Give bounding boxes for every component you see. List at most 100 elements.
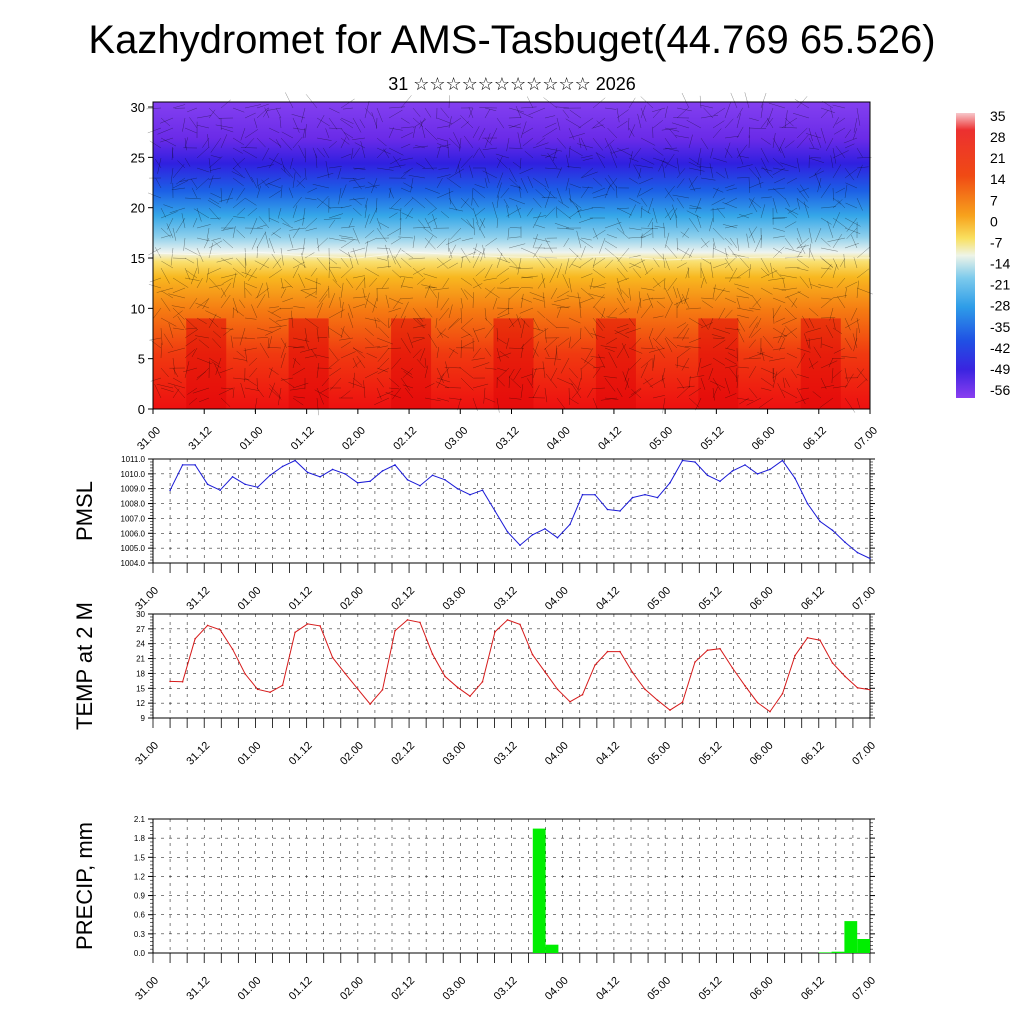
wind-barb [484, 264, 493, 279]
wind-barb [640, 227, 658, 230]
pmsl-point [281, 465, 284, 468]
wind-barb [160, 297, 171, 312]
xtick-label: 31.00 [133, 975, 161, 1003]
wind-barb [652, 207, 658, 224]
xtick-label: 07.00 [850, 585, 878, 613]
wind-barb [708, 367, 714, 380]
wind-barb [460, 297, 464, 309]
xtick-label: 01.12 [287, 975, 315, 1003]
pmsl-point [469, 493, 471, 496]
wind-barb [696, 214, 702, 229]
wind-barb [544, 387, 548, 403]
ytick-label: 1004.0 [121, 559, 146, 568]
wind-barb [393, 255, 402, 269]
wind-barb [460, 340, 462, 359]
wind-barb [545, 373, 558, 389]
wind-barb [509, 227, 522, 229]
wind-barb [232, 272, 237, 289]
wind-barb [212, 338, 222, 349]
wind-barb [399, 207, 402, 221]
wind-barb [232, 107, 245, 113]
xtick-label: 03.00 [440, 975, 468, 1003]
wind-barb [478, 127, 486, 141]
wind-barb [374, 397, 390, 406]
wind-barb [517, 111, 534, 119]
wind-barb [739, 213, 750, 219]
wind-barb [484, 133, 491, 149]
wind-barb [424, 107, 432, 118]
wind-barb [684, 287, 690, 304]
wind-barb [724, 365, 738, 369]
precip-bar [857, 939, 870, 953]
wind-barb [617, 247, 630, 262]
wind-barb [388, 377, 400, 388]
wind-barb [428, 286, 438, 299]
wind-barb [615, 185, 618, 199]
wind-barb [342, 107, 354, 110]
wind-barb [515, 267, 534, 270]
wind-barb [328, 117, 338, 130]
wind-barb [352, 207, 362, 216]
wind-barb [520, 177, 528, 194]
wind-barb [808, 127, 813, 142]
temp-point [831, 662, 834, 664]
wind-barb [438, 307, 450, 321]
wind-barb [772, 137, 782, 154]
wind-barb [556, 117, 561, 131]
wind-barb [592, 367, 601, 379]
xtick-label: 06.12 [799, 975, 827, 1003]
wind-barb [832, 317, 836, 330]
wind-barb [292, 265, 300, 279]
wind-barb [688, 175, 698, 189]
wind-barb [580, 367, 582, 380]
wind-barb [472, 252, 481, 269]
wind-barb [496, 172, 504, 189]
wind-barb [339, 235, 354, 239]
wind-barb [550, 287, 558, 300]
wind-barb [459, 366, 474, 379]
wind-barb [804, 333, 810, 349]
wind-barb [580, 155, 593, 159]
wind-barb [366, 352, 378, 359]
wind-barb [193, 208, 210, 219]
pmsl-point [519, 544, 521, 546]
wind-barb [750, 198, 762, 209]
wind-barb [820, 297, 832, 300]
wind-barb [304, 337, 310, 350]
wind-barb [343, 132, 354, 139]
wind-barb [226, 187, 234, 204]
wind-barb [256, 164, 274, 169]
wind-barb [347, 312, 354, 329]
wind-barb [616, 287, 626, 304]
section-ytick-label: 25 [131, 150, 145, 165]
wind-barb [400, 257, 412, 268]
wind-barb [852, 333, 858, 349]
wind-barb [772, 217, 786, 220]
wind-barb [808, 337, 811, 350]
wind-barb [179, 177, 198, 182]
ytick-label: 1007.0 [121, 514, 146, 523]
wind-barb [280, 137, 293, 151]
pmsl-point [831, 529, 834, 532]
wind-barb [400, 276, 414, 279]
wind-barb [171, 147, 174, 160]
xtick-label: 31.12 [184, 740, 212, 768]
wind-barb [424, 357, 427, 369]
wind-barb [296, 177, 306, 187]
wind-barb [652, 108, 662, 119]
wind-barb [672, 194, 690, 199]
wind-barb [259, 342, 270, 359]
axis-title: PMSL [72, 481, 97, 541]
temp-point [719, 647, 721, 650]
wind-barb [784, 325, 798, 339]
wind-barb [408, 257, 426, 260]
wind-barb [772, 371, 778, 389]
wind-barb [418, 219, 426, 229]
wind-barb [377, 347, 390, 362]
wind-barb [304, 217, 318, 230]
wind-barb [265, 327, 282, 336]
wind-barb [779, 337, 786, 351]
wind-barb [202, 297, 210, 310]
wind-barb [568, 247, 582, 261]
wind-barb [564, 257, 570, 275]
